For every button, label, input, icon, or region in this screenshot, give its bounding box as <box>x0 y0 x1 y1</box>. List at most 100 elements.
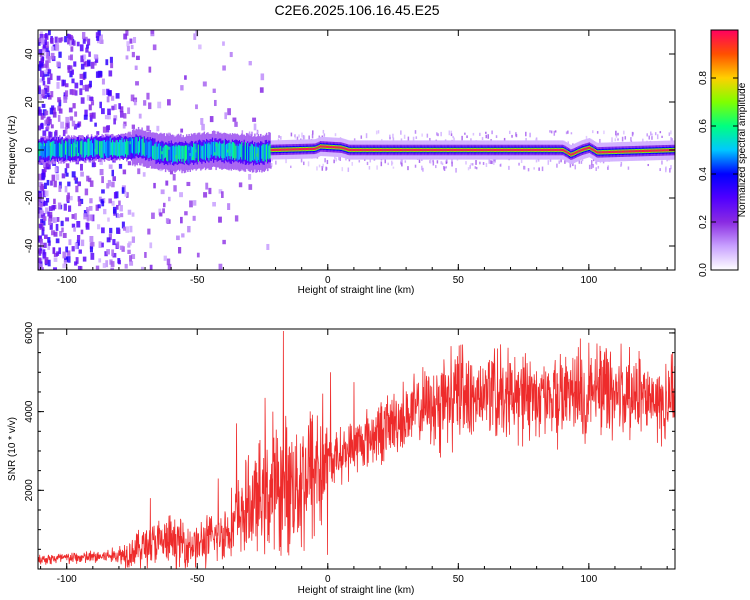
heat-noise-cell <box>227 203 231 210</box>
heat-noise-cell <box>38 39 41 46</box>
heat-band-cell <box>248 146 250 162</box>
heat-band-cell <box>651 149 653 152</box>
heat-band-cell <box>399 148 402 152</box>
heat-halo-cell <box>567 141 569 146</box>
heat-noise-cell <box>50 91 54 98</box>
heat-noise-cell <box>41 229 45 236</box>
heat-band-cell <box>411 148 414 152</box>
spectrum-ylabel: Frequency (Hz) <box>7 116 18 185</box>
heat-band-cell <box>558 148 560 152</box>
heat-noise-cell <box>127 161 132 166</box>
heat-band-cell <box>379 148 382 152</box>
heat-noise-cell <box>149 242 153 249</box>
heat-band-cell <box>43 143 46 159</box>
heat-noise-cell <box>95 71 100 78</box>
heat-band-cell <box>349 148 351 152</box>
heat-band-cell <box>403 148 405 152</box>
heat-band-cell <box>168 143 170 162</box>
heat-halo-cell <box>592 130 594 134</box>
heat-band-cell <box>278 148 281 151</box>
heat-noise-cell <box>38 106 41 112</box>
heat-noise-cell <box>42 200 46 207</box>
heat-noise-cell <box>101 189 105 194</box>
heat-noise-cell <box>74 82 79 89</box>
heat-noise-cell <box>53 198 56 205</box>
heat-band-cell <box>416 148 418 152</box>
heat-halo-cell <box>311 133 314 139</box>
heat-noise-cell <box>41 89 45 96</box>
heat-band-cell <box>346 148 349 151</box>
heat-band-cell <box>144 138 147 157</box>
heat-halo-cell <box>412 136 415 142</box>
heat-band-cell <box>332 146 335 149</box>
heat-noise-cell <box>47 259 51 267</box>
heat-band-cell <box>588 146 591 149</box>
heat-noise-cell <box>61 227 64 233</box>
heat-band-cell <box>68 139 70 156</box>
heat-noise-cell <box>129 225 133 233</box>
heat-noise-cell <box>135 55 140 61</box>
heat-band-cell <box>376 148 378 152</box>
heat-band-cell <box>203 142 206 160</box>
heat-noise-cell <box>80 63 85 70</box>
heat-halo-cell <box>415 136 418 139</box>
heat-noise-cell <box>103 208 107 215</box>
heat-noise-cell <box>44 84 48 91</box>
spectrum-xtick-label: 100 <box>581 275 598 286</box>
heat-band-cell <box>45 143 47 158</box>
heat-band-cell <box>126 139 128 158</box>
heat-noise-cell <box>194 30 199 37</box>
heat-band-cell <box>428 148 430 152</box>
heat-noise-cell <box>38 109 42 116</box>
heat-noise-cell <box>95 204 99 211</box>
snr-ytick-label: 6000 <box>24 321 35 344</box>
heat-band-cell <box>510 148 512 152</box>
heat-noise-cell <box>88 51 91 57</box>
heat-noise-cell <box>111 105 115 111</box>
heat-band-cell <box>59 142 61 157</box>
heat-noise-cell <box>94 57 99 63</box>
heat-band-cell <box>61 139 63 158</box>
heat-halo-cell <box>558 160 560 164</box>
heat-band-cell <box>302 148 304 151</box>
heat-band-cell <box>119 139 121 158</box>
heat-band-cell <box>54 143 56 157</box>
heat-noise-cell <box>41 46 46 53</box>
heat-band-cell <box>564 149 566 153</box>
heat-noise-cell <box>41 37 45 45</box>
heat-band-cell <box>419 148 422 152</box>
heat-halo-cell <box>384 158 387 164</box>
heat-band-cell <box>308 147 310 151</box>
heat-band-cell <box>493 148 496 152</box>
heat-noise-cell <box>69 89 74 95</box>
heat-band-cell <box>124 141 127 155</box>
heat-band-cell <box>604 151 606 154</box>
heat-halo-cell <box>670 137 672 141</box>
heat-noise-cell <box>43 94 47 99</box>
heat-halo-cell <box>572 161 574 167</box>
heat-noise-cell <box>41 213 46 219</box>
heat-band-cell <box>344 147 347 150</box>
heat-noise-cell <box>67 66 71 73</box>
heat-halo-cell <box>300 158 303 163</box>
heat-noise-cell <box>73 176 77 181</box>
heat-noise-cell <box>89 114 93 122</box>
heat-noise-cell <box>93 61 97 66</box>
heat-noise-cell <box>252 117 257 122</box>
heat-halo-cell <box>621 136 624 142</box>
heat-noise-cell <box>41 103 46 108</box>
heat-halo-cell <box>509 130 511 135</box>
heat-band-cell <box>201 146 203 159</box>
heat-band-cell <box>188 145 190 164</box>
heat-noise-cell <box>127 249 131 254</box>
heat-noise-cell <box>51 46 55 52</box>
heat-band-cell <box>619 150 621 153</box>
heat-halo-cell <box>499 164 502 167</box>
heat-noise-cell <box>45 51 50 59</box>
heat-band-cell <box>83 141 86 159</box>
heat-halo-cell <box>668 132 671 136</box>
heat-band-cell <box>453 148 456 152</box>
heat-noise-cell <box>112 176 116 182</box>
heat-band-cell <box>100 141 102 159</box>
heat-halo-cell <box>360 135 363 139</box>
